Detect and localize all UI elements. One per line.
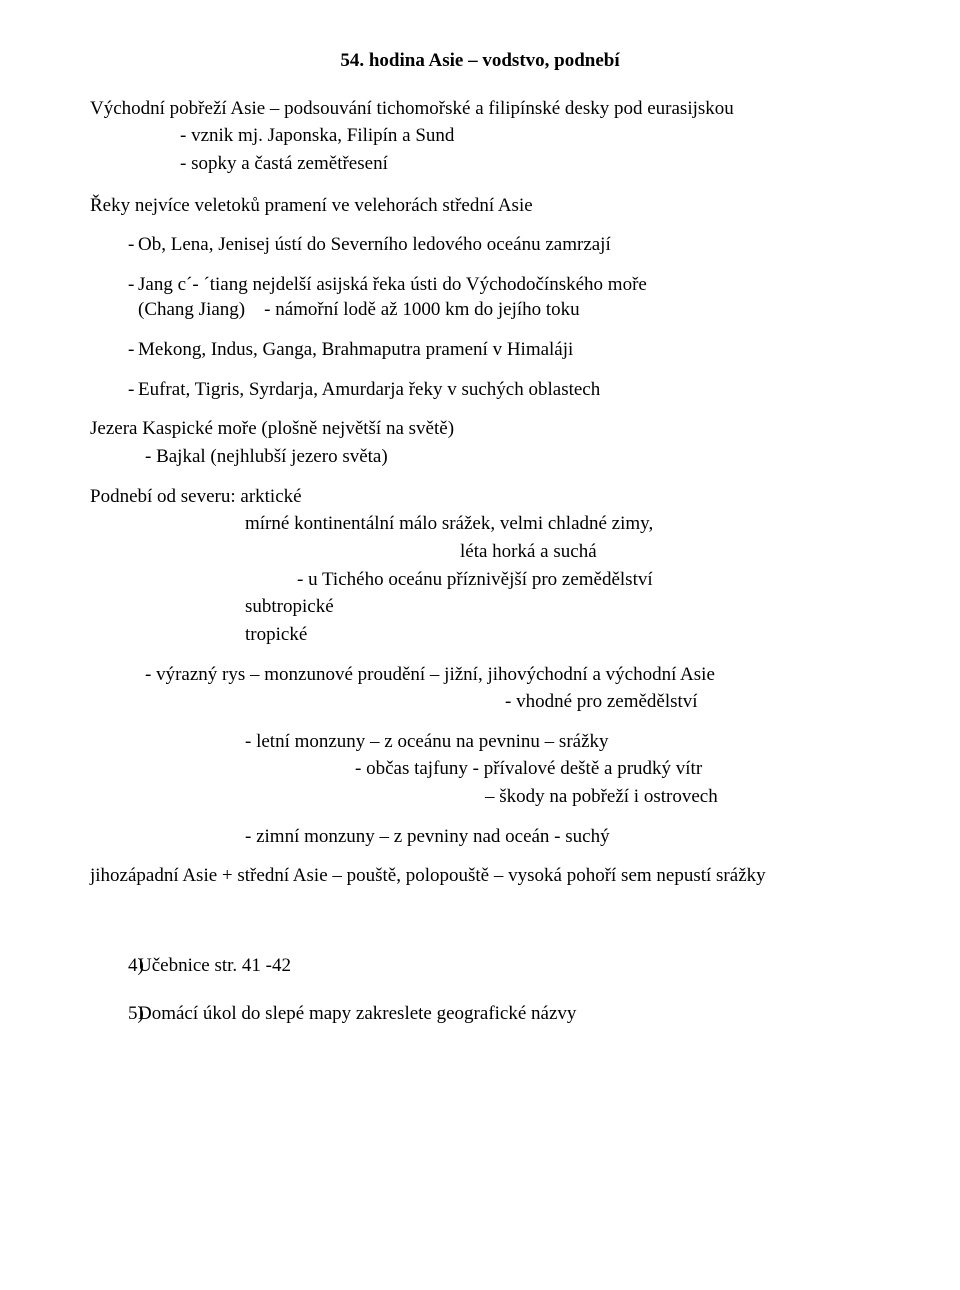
text-line: Ob, Lena, Jenisej ústí do Severního ledo… [138, 232, 870, 258]
list-item: - Ob, Lena, Jenisej ústí do Severního le… [90, 232, 870, 258]
paragraph-winter-monsoon: - zimní monzuny – z pevniny nad oceán - … [90, 824, 870, 850]
list-item-numbered: 5) Domácí úkol do slepé mapy zakreslete … [90, 1001, 870, 1027]
list-number: 4) [90, 953, 138, 979]
text-line: tropické [90, 622, 870, 648]
text-line: Jang c´- ´tiang nejdelší asijská řeka ús… [138, 272, 870, 298]
text-line: - vhodné pro zemědělství [90, 689, 870, 715]
text-line: Domácí úkol do slepé mapy zakreslete geo… [138, 1001, 576, 1027]
text-line: (Chang Jiang) - námořní lodě až 1000 km … [138, 297, 870, 323]
text-line: mírné kontinentální málo srážek, velmi c… [90, 511, 870, 537]
bullet-dash: - [90, 377, 138, 403]
text-line: Eufrat, Tigris, Syrdarja, Amurdarja řeky… [138, 377, 870, 403]
list-number: 5) [90, 1001, 138, 1027]
bullet-dash: - [90, 272, 138, 298]
text-block: Jang c´- ´tiang nejdelší asijská řeka ús… [138, 272, 870, 323]
paragraph-deserts: jihozápadní Asie + střední Asie – pouště… [90, 863, 870, 889]
text-line: léta horká a suchá [90, 539, 870, 565]
paragraph-rivers-heading: Řeky nejvíce veletoků pramení ve velehor… [90, 193, 870, 219]
text-line: - výrazný rys – monzunové proudění – již… [90, 662, 870, 688]
document-page: 54. hodina Asie – vodstvo, podnebí Výcho… [0, 0, 960, 1290]
spacer [90, 891, 870, 931]
list-item: - Jang c´- ´tiang nejdelší asijská řeka … [90, 272, 870, 323]
list-item: - Eufrat, Tigris, Syrdarja, Amurdarja ře… [90, 377, 870, 403]
paragraph-monsoon: - výrazný rys – monzunové proudění – již… [90, 662, 870, 715]
text-line: - Bajkal (nejhlubší jezero světa) [90, 444, 870, 470]
text-line: Mekong, Indus, Ganga, Brahmaputra pramen… [138, 337, 870, 363]
text-line: Podnebí od severu: arktické [90, 484, 870, 510]
page-title: 54. hodina Asie – vodstvo, podnebí [90, 48, 870, 74]
text-line: - sopky a častá zemětřesení [90, 151, 870, 177]
bullet-dash: - [90, 337, 138, 363]
text-line: – škody na pobřeží i ostrovech [90, 784, 870, 810]
text-line: - letní monzuny – z oceánu na pevninu – … [90, 729, 870, 755]
paragraph-coast: Východní pobřeží Asie – podsouvání ticho… [90, 96, 870, 177]
list-item: - Mekong, Indus, Ganga, Brahmaputra pram… [90, 337, 870, 363]
bullet-dash: - [90, 232, 138, 258]
paragraph-climate: Podnebí od severu: arktické mírné kontin… [90, 484, 870, 648]
text-line: - u Tichého oceánu příznivější pro zeměd… [90, 567, 870, 593]
text-line: Východní pobřeží Asie – podsouvání ticho… [90, 96, 870, 122]
list-item-numbered: 4) Učebnice str. 41 -42 [90, 953, 870, 979]
text-line: subtropické [90, 594, 870, 620]
paragraph-summer-monsoon: - letní monzuny – z oceánu na pevninu – … [90, 729, 870, 810]
text-line: - vznik mj. Japonska, Filipín a Sund [90, 123, 870, 149]
paragraph-lakes: Jezera Kaspické moře (plošně největší na… [90, 416, 870, 469]
text-line: Jezera Kaspické moře (plošně největší na… [90, 416, 870, 442]
text-line: - občas tajfuny - přívalové deště a prud… [90, 756, 870, 782]
text-line: Učebnice str. 41 -42 [138, 953, 291, 979]
